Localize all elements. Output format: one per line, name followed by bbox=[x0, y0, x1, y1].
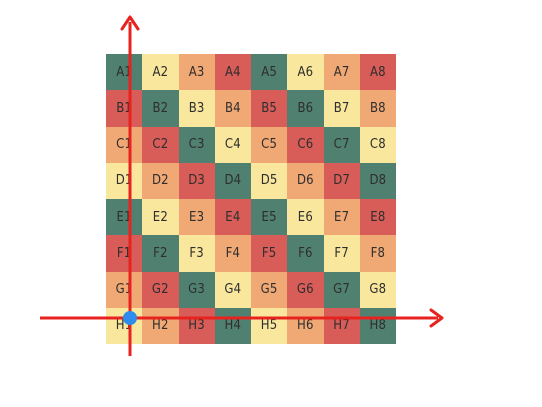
y-axis-arrowhead bbox=[120, 15, 140, 31]
grid-cell: D5 bbox=[251, 162, 288, 199]
grid-cell: A3 bbox=[178, 54, 215, 91]
grid-cell: C2 bbox=[142, 126, 179, 163]
grid-cell: B6 bbox=[287, 90, 324, 127]
grid-cell: G2 bbox=[142, 271, 179, 308]
grid-cell: A8 bbox=[359, 54, 396, 91]
x-axis-arrowhead bbox=[429, 308, 444, 328]
grid-cell: B2 bbox=[142, 90, 179, 127]
grid-cell: F1 bbox=[106, 235, 143, 272]
grid-cell: A6 bbox=[287, 54, 324, 91]
grid-cell: E3 bbox=[178, 199, 215, 236]
grid-cell: D2 bbox=[142, 162, 179, 199]
grid-cell: H6 bbox=[287, 307, 324, 344]
grid-cell: B5 bbox=[251, 90, 288, 127]
grid-cell: H5 bbox=[251, 307, 288, 344]
grid-cell: E2 bbox=[142, 199, 179, 236]
grid-cell: B3 bbox=[178, 90, 215, 127]
grid-cell: D8 bbox=[359, 162, 396, 199]
grid-cell: A1 bbox=[106, 54, 143, 91]
grid-cell: H2 bbox=[142, 307, 179, 344]
grid-cell: E8 bbox=[359, 199, 396, 236]
grid-board: A1 A2 A3 A4 A5 A6 A7 A8 B1 B2 B3 B4 B5 B6 B7 B8 C1 C2 C3 C4… bbox=[106, 54, 396, 344]
grid-cell: H8 bbox=[359, 307, 396, 344]
grid-cell: F2 bbox=[142, 235, 179, 272]
grid-cell: F3 bbox=[178, 235, 215, 272]
grid-cell: C8 bbox=[359, 126, 396, 163]
grid-cell: H1 bbox=[106, 307, 143, 344]
grid-cell: E7 bbox=[323, 199, 360, 236]
grid-cell: G1 bbox=[106, 271, 143, 308]
grid-cell: D3 bbox=[178, 162, 215, 199]
grid-cell: B8 bbox=[359, 90, 396, 127]
grid-cell: C6 bbox=[287, 126, 324, 163]
grid-cell: E1 bbox=[106, 199, 143, 236]
grid-cell: H4 bbox=[214, 307, 251, 344]
grid-cell: G5 bbox=[251, 271, 288, 308]
grid-cell: G3 bbox=[178, 271, 215, 308]
grid-cell: D1 bbox=[106, 162, 143, 199]
grid-cell: B1 bbox=[106, 90, 143, 127]
grid-cell: C7 bbox=[323, 126, 360, 163]
grid-cell: F6 bbox=[287, 235, 324, 272]
grid-cell: D7 bbox=[323, 162, 360, 199]
grid-cell: G8 bbox=[359, 271, 396, 308]
grid-cell: E6 bbox=[287, 199, 324, 236]
grid-cell: B7 bbox=[323, 90, 360, 127]
grid-cell: H3 bbox=[178, 307, 215, 344]
grid-cell: A7 bbox=[323, 54, 360, 91]
grid-cell: C1 bbox=[106, 126, 143, 163]
grid-cell: E5 bbox=[251, 199, 288, 236]
grid-cell: G7 bbox=[323, 271, 360, 308]
grid-cell: C3 bbox=[178, 126, 215, 163]
grid-cell: C5 bbox=[251, 126, 288, 163]
grid-cell: B4 bbox=[214, 90, 251, 127]
grid-cell: F7 bbox=[323, 235, 360, 272]
grid-cell: D6 bbox=[287, 162, 324, 199]
grid-cell: E4 bbox=[214, 199, 251, 236]
grid-cell: A2 bbox=[142, 54, 179, 91]
grid-cell: G4 bbox=[214, 271, 251, 308]
grid-cell: H7 bbox=[323, 307, 360, 344]
grid-cell: F8 bbox=[359, 235, 396, 272]
grid-cell: D4 bbox=[214, 162, 251, 199]
grid-cell: F5 bbox=[251, 235, 288, 272]
grid-cell: F4 bbox=[214, 235, 251, 272]
grid-cell: G6 bbox=[287, 271, 324, 308]
grid-cell: A5 bbox=[251, 54, 288, 91]
grid-cell: A4 bbox=[214, 54, 251, 91]
grid-cell: C4 bbox=[214, 126, 251, 163]
